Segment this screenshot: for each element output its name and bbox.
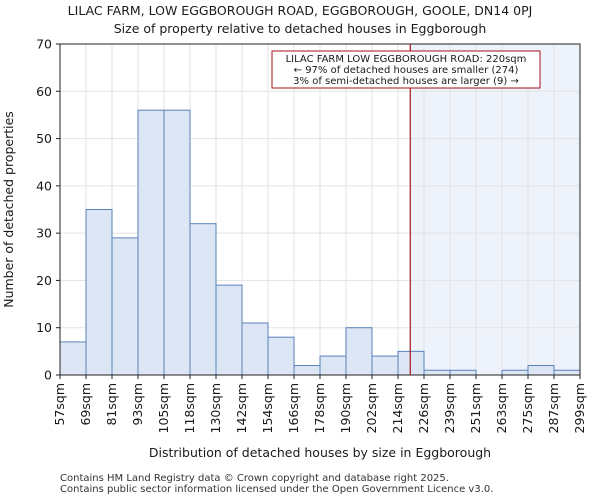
x-tick-label: 69sqm (78, 383, 93, 426)
larger-region-shade (410, 44, 580, 375)
x-tick-label: 142sqm (234, 383, 249, 433)
y-tick-label: 40 (36, 178, 52, 193)
annotation-line: LILAC FARM LOW EGGBOROUGH ROAD: 220sqm (286, 54, 527, 65)
x-tick-label: 118sqm (182, 383, 197, 433)
histogram-bar (163, 109, 191, 376)
histogram-bar (85, 209, 113, 376)
y-tick-label: 0 (44, 368, 52, 383)
histogram-bar (501, 369, 529, 376)
y-tick-label: 20 (36, 273, 52, 288)
x-tick-label: 214sqm (390, 383, 405, 433)
x-tick-label: 287sqm (546, 383, 561, 433)
x-tick-label: 226sqm (416, 383, 431, 433)
x-tick-label: 154sqm (260, 383, 275, 433)
x-tick-label: 299sqm (572, 383, 587, 433)
histogram-bar (553, 369, 581, 376)
annotation-line: ← 97% of detached houses are smaller (27… (294, 65, 519, 76)
y-tick-label: 30 (36, 226, 52, 241)
y-tick-label: 70 (36, 37, 52, 52)
y-tick-label: 60 (36, 84, 52, 99)
y-axis-label: Number of detached properties (1, 111, 16, 308)
annotation-line: 3% of semi-detached houses are larger (9… (293, 76, 519, 87)
x-tick-label: 190sqm (338, 383, 353, 433)
footer-line-1: Contains HM Land Registry data © Crown c… (60, 473, 449, 484)
x-tick-label: 239sqm (442, 383, 457, 433)
histogram-bar (423, 369, 451, 376)
x-tick-label: 130sqm (208, 383, 223, 433)
x-tick-label: 178sqm (312, 383, 327, 433)
histogram-bar (189, 223, 217, 376)
histogram-bar (371, 355, 399, 376)
x-tick-label: 251sqm (468, 383, 483, 433)
histogram-bar (267, 336, 295, 376)
annotation-box (271, 50, 541, 89)
x-tick-label: 202sqm (364, 383, 379, 433)
x-tick-label: 275sqm (520, 383, 535, 433)
histogram-bar (449, 369, 477, 376)
x-tick-label: 57sqm (52, 383, 67, 426)
footer-line-2: Contains public sector information licen… (60, 484, 494, 495)
histogram-bar (59, 341, 87, 376)
chart-title: LILAC FARM, LOW EGGBOROUGH ROAD, EGGBORO… (67, 3, 533, 18)
histogram-bar (241, 322, 269, 376)
x-tick-label: 166sqm (286, 383, 301, 433)
histogram-bar (345, 327, 373, 376)
histogram-bar (215, 284, 243, 376)
x-tick-label: 81sqm (104, 383, 119, 426)
chart-subtitle: Size of property relative to detached ho… (113, 21, 487, 36)
histogram-bar (111, 237, 139, 376)
histogram-bar (319, 355, 347, 376)
histogram-bar (527, 365, 555, 376)
histogram-bar (397, 350, 425, 376)
x-tick-label: 93sqm (130, 383, 145, 426)
histogram-bar (137, 109, 165, 376)
y-tick-label: 50 (36, 131, 52, 146)
x-axis-label: Distribution of detached houses by size … (149, 445, 491, 460)
y-tick-label: 10 (36, 320, 52, 335)
x-tick-label: 263sqm (494, 383, 509, 433)
histogram-bar (293, 365, 321, 376)
x-tick-label: 105sqm (156, 383, 171, 433)
